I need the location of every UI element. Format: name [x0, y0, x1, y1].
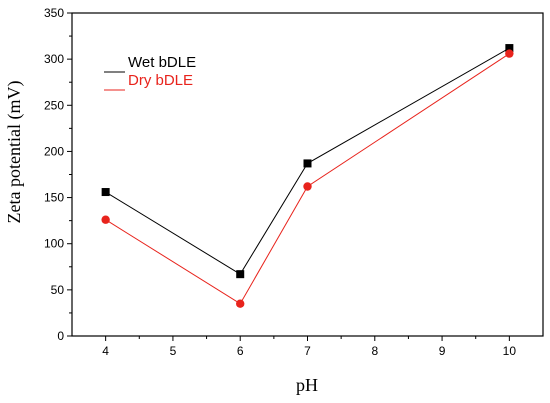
y-tick-label: 150 [44, 191, 64, 205]
x-tick-label: 8 [371, 344, 378, 358]
data-point [303, 182, 312, 191]
y-tick-label: 200 [44, 144, 64, 158]
x-tick-label: 10 [503, 344, 517, 358]
x-tick-label: 4 [102, 344, 109, 358]
series-line [105, 47, 510, 275]
x-tick-label: 5 [170, 344, 177, 358]
y-tick-label: 250 [44, 98, 64, 112]
data-point [505, 49, 514, 58]
series-line [105, 53, 510, 305]
data-point [303, 159, 312, 168]
axis-ticks: 0 50 100 150 200 250 300 350 4 5 6 7 8 9 10 [44, 6, 516, 358]
series-dry-bdle [101, 49, 514, 308]
data-point [101, 188, 110, 197]
data-point [236, 299, 245, 308]
legend-item: Dry bDLE [104, 72, 193, 91]
x-tick-label: 7 [304, 344, 311, 358]
data-point [236, 270, 245, 279]
series-layer [101, 44, 514, 308]
y-axis-title: Zeta potential (mV) [4, 81, 25, 224]
legend-label: Wet bDLE [128, 54, 196, 71]
x-axis-title: pH [296, 375, 318, 395]
y-tick-label: 50 [51, 283, 65, 297]
y-tick-label: 0 [57, 329, 64, 343]
legend-item: Wet bDLE [104, 54, 196, 73]
y-tick-label: 100 [44, 237, 64, 251]
y-tick-label: 300 [44, 52, 64, 66]
x-tick-label: 9 [439, 344, 446, 358]
series-wet-bdle [101, 44, 514, 279]
data-point [101, 215, 110, 224]
data-point [505, 44, 514, 53]
x-tick-label: 6 [237, 344, 244, 358]
legend-label: Dry bDLE [128, 72, 193, 89]
y-tick-label: 350 [44, 6, 64, 20]
